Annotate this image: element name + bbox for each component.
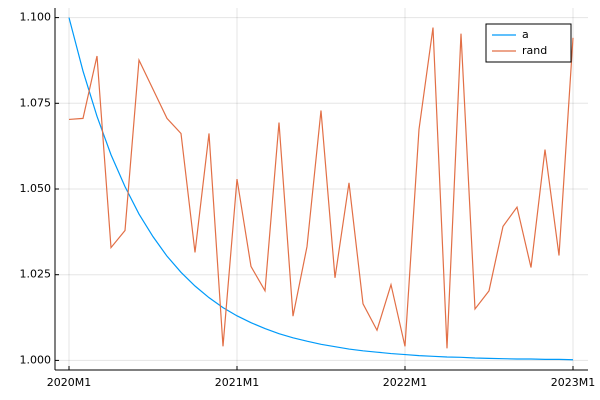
legend-label: a xyxy=(522,28,529,41)
y-tick-label: 1.025 xyxy=(20,268,52,281)
legend-label: rand xyxy=(522,44,547,57)
y-tick-label: 1.100 xyxy=(20,11,52,24)
x-tick-label: 2022M1 xyxy=(383,376,427,389)
legend-box xyxy=(485,23,572,63)
y-tick-label: 1.000 xyxy=(20,353,52,366)
series-line xyxy=(68,27,574,349)
y-tick-label: 1.075 xyxy=(20,96,52,109)
series-line xyxy=(68,17,574,361)
x-tick-label: 2021M1 xyxy=(215,376,259,389)
x-tick-label: 2020M1 xyxy=(47,376,91,389)
x-tick-label: 2023M1 xyxy=(551,376,595,389)
y-tick-label: 1.050 xyxy=(20,182,52,195)
